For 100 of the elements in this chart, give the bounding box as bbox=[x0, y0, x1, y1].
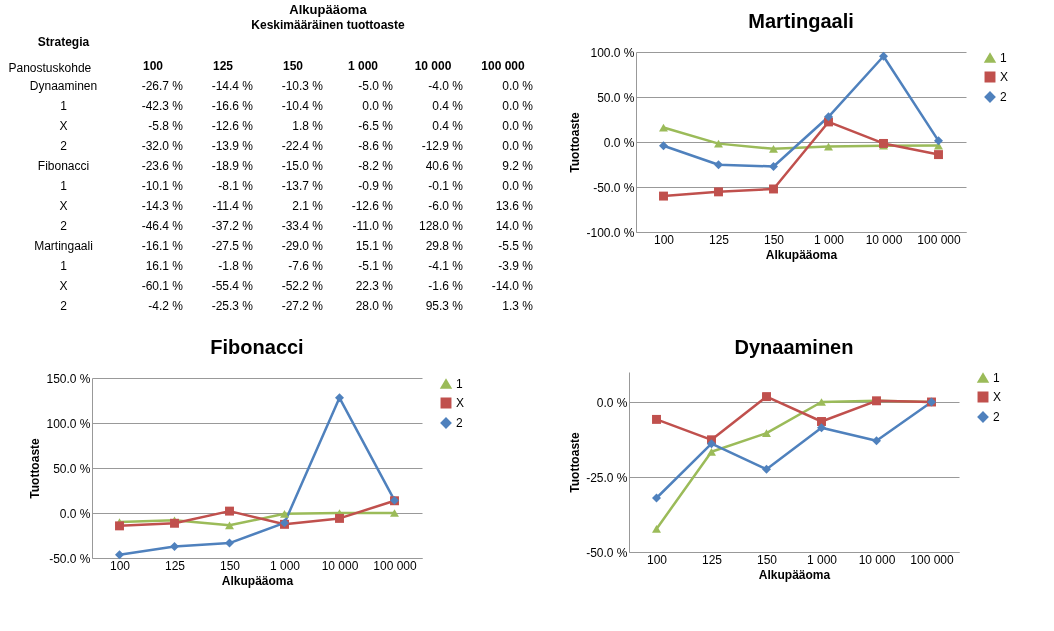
data-label: 9.2 % bbox=[502, 159, 534, 173]
point bbox=[280, 509, 289, 518]
point bbox=[225, 506, 234, 516]
data-label: -27.5 % bbox=[211, 239, 254, 253]
data-label: -4.2 % bbox=[148, 299, 184, 313]
data-label: -10.1 % bbox=[141, 179, 184, 193]
data-label: -5.8 % bbox=[148, 119, 184, 133]
point bbox=[225, 521, 234, 530]
x-tick-label: 1 000 bbox=[347, 58, 379, 73]
y-tick-label: -50.0 % bbox=[49, 551, 91, 566]
data-label: 28.0 % bbox=[355, 299, 394, 313]
x-tick-label: 100 000 bbox=[910, 552, 955, 567]
x-tick-label: 10 000 bbox=[321, 558, 359, 573]
point bbox=[707, 439, 716, 449]
y-tick-label: 1 bbox=[60, 99, 68, 113]
legend-label: 1 bbox=[993, 371, 1000, 385]
x-tick-label: 125 bbox=[701, 552, 723, 567]
data-label: -8.1 % bbox=[218, 179, 254, 193]
x-tick-label: 1 000 bbox=[806, 552, 838, 567]
data-label: -33.4 % bbox=[281, 219, 324, 233]
data-label: -13.7 % bbox=[281, 179, 324, 193]
x-tick-label: 125 bbox=[164, 558, 186, 573]
data-label: -11.0 % bbox=[352, 219, 394, 233]
data-label: 14.0 % bbox=[495, 219, 534, 233]
y-axis-title: Tuottoaste bbox=[28, 437, 43, 499]
data-label: -32.0 % bbox=[141, 139, 184, 153]
data-label: -18.9 % bbox=[211, 159, 254, 173]
data-label: -46.4 % bbox=[141, 219, 184, 233]
point bbox=[762, 392, 771, 402]
y-tick-label: -50.0 % bbox=[586, 545, 628, 560]
legend-label: X bbox=[456, 396, 465, 410]
data-label: 1.8 % bbox=[292, 119, 324, 133]
y-axis-title: Strategia bbox=[37, 34, 90, 49]
data-label: -27.2 % bbox=[281, 299, 324, 313]
data-label: 22.3 % bbox=[355, 279, 394, 293]
data-label: 0.0 % bbox=[502, 119, 534, 133]
data-label: 13.6 % bbox=[495, 199, 534, 213]
data-label: -37.2 % bbox=[211, 219, 254, 233]
point bbox=[817, 423, 826, 433]
data-label: -52.2 % bbox=[281, 279, 324, 293]
x-tick-label: 100 bbox=[142, 58, 164, 73]
data-label: -12.6 % bbox=[351, 199, 394, 213]
data-label: 0.4 % bbox=[432, 99, 464, 113]
chart-title: Dynaaminen bbox=[734, 336, 854, 358]
data-label: 40.6 % bbox=[425, 159, 464, 173]
x-tick-label: 10 000 bbox=[414, 58, 452, 73]
legend-label: 2 bbox=[1000, 90, 1007, 104]
y-tick-label: 2 bbox=[60, 139, 68, 153]
point bbox=[934, 150, 943, 160]
y-axis-title: Tuottoaste bbox=[568, 111, 583, 173]
x-tick-label: 100 000 bbox=[481, 58, 526, 73]
y-tick-label: X bbox=[59, 119, 68, 133]
data-label: -29.0 % bbox=[281, 239, 324, 253]
data-label: 95.3 % bbox=[425, 299, 464, 313]
point bbox=[714, 160, 723, 170]
x-tick-label: 1 000 bbox=[269, 558, 301, 573]
data-label: -0.9 % bbox=[358, 179, 394, 193]
y-tick-label: -100.0 % bbox=[586, 225, 635, 240]
data-label: -14.4 % bbox=[211, 79, 254, 93]
y-tick-label: 0.0 % bbox=[59, 506, 91, 521]
point bbox=[769, 184, 778, 194]
data-label: -42.3 % bbox=[141, 99, 184, 113]
data-label: -55.4 % bbox=[211, 279, 254, 293]
x-tick-label: 125 bbox=[212, 58, 234, 73]
data-label: -60.1 % bbox=[141, 279, 184, 293]
data-label: -14.3 % bbox=[141, 199, 184, 213]
point bbox=[762, 464, 771, 474]
legend-label: 1 bbox=[456, 377, 463, 391]
data-label: -5.0 % bbox=[358, 79, 394, 93]
data-label: -23.6 % bbox=[141, 159, 184, 173]
data-label: -15.0 % bbox=[281, 159, 324, 173]
data-label: -1.6 % bbox=[428, 279, 464, 293]
x-axis-title: Alkupääoma bbox=[765, 247, 838, 262]
data-label: -7.6 % bbox=[288, 259, 324, 273]
x-tick-label: 10 000 bbox=[865, 232, 903, 247]
data-label: 15.1 % bbox=[355, 239, 394, 253]
x-tick-label: 100 bbox=[109, 558, 131, 573]
x-tick-label: 100 bbox=[646, 552, 668, 567]
x-axis-title: Panostuskohde bbox=[8, 60, 92, 75]
y-axis-title: Tuottoaste bbox=[568, 431, 583, 493]
legend-label: X bbox=[1000, 70, 1009, 84]
chart-subtitle: Keskimääräinen tuottoaste bbox=[251, 18, 406, 32]
point bbox=[115, 550, 124, 560]
point bbox=[769, 144, 778, 153]
data-label: -8.2 % bbox=[358, 159, 394, 173]
data-label: 16.1 % bbox=[145, 259, 184, 273]
data-label: -3.9 % bbox=[498, 259, 534, 273]
legend-label: 2 bbox=[993, 410, 1000, 424]
data-label: 0.0 % bbox=[502, 99, 534, 113]
point bbox=[170, 542, 179, 551]
y-tick-label: Martingaali bbox=[34, 239, 93, 253]
x-axis-title: Alkupääoma bbox=[221, 573, 294, 588]
data-label: -4.0 % bbox=[428, 79, 464, 93]
y-tick-label: 2 bbox=[60, 219, 68, 233]
x-tick-label: 150 bbox=[763, 232, 785, 247]
point bbox=[934, 136, 943, 146]
y-tick-label: 1 bbox=[60, 259, 68, 273]
data-label: 1.3 % bbox=[502, 299, 534, 313]
point bbox=[659, 141, 668, 151]
data-label: -16.1 % bbox=[141, 239, 184, 253]
